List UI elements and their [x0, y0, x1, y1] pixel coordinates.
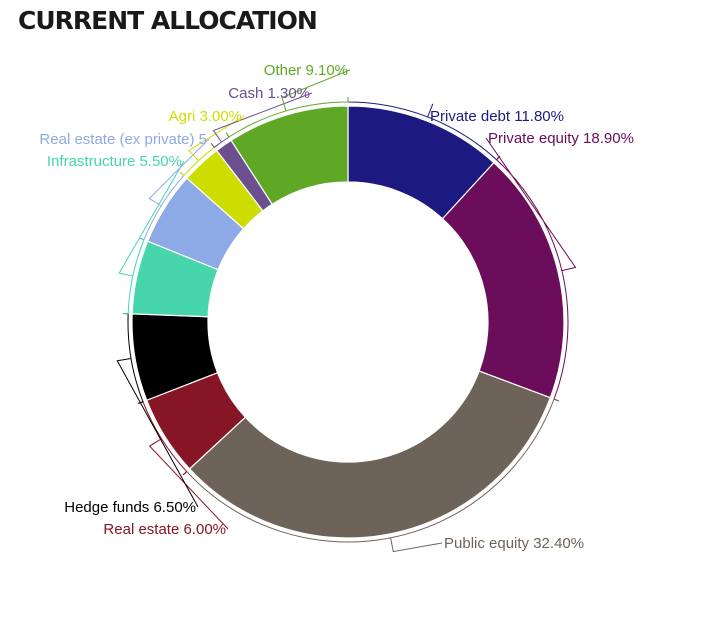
- slice-public-equity[interactable]: [188, 370, 552, 539]
- label-infrastructure: Infrastructure 5.50%: [47, 153, 182, 170]
- leader-public-equity: [182, 398, 559, 553]
- slice-other[interactable]: [230, 105, 349, 206]
- label-private-debt: Private debt 11.80%: [430, 108, 564, 125]
- label-leader-lines: [116, 69, 577, 553]
- label-real-estate-ex-private: Real estate (ex private) 5: [39, 131, 207, 148]
- label-real-estate: Real estate 6.00%: [103, 521, 226, 538]
- label-agri: Agri 3.00%: [169, 108, 242, 125]
- leader-private-equity: [485, 137, 577, 402]
- donut-slices: [131, 105, 565, 539]
- label-other: Other 9.10%: [264, 62, 348, 79]
- label-hedge-funds: Hedge funds 6.50%: [64, 499, 196, 516]
- label-cash: Cash 1.30%: [228, 85, 310, 102]
- label-public-equity: Public equity 32.40%: [444, 535, 584, 552]
- chart-title: CURRENT ALLOCATION: [18, 6, 318, 35]
- leader-other: [225, 69, 351, 138]
- slice-labels: Private debt 11.80% Private equity 18.90%…: [39, 62, 634, 552]
- label-private-equity: Private equity 18.90%: [488, 130, 634, 147]
